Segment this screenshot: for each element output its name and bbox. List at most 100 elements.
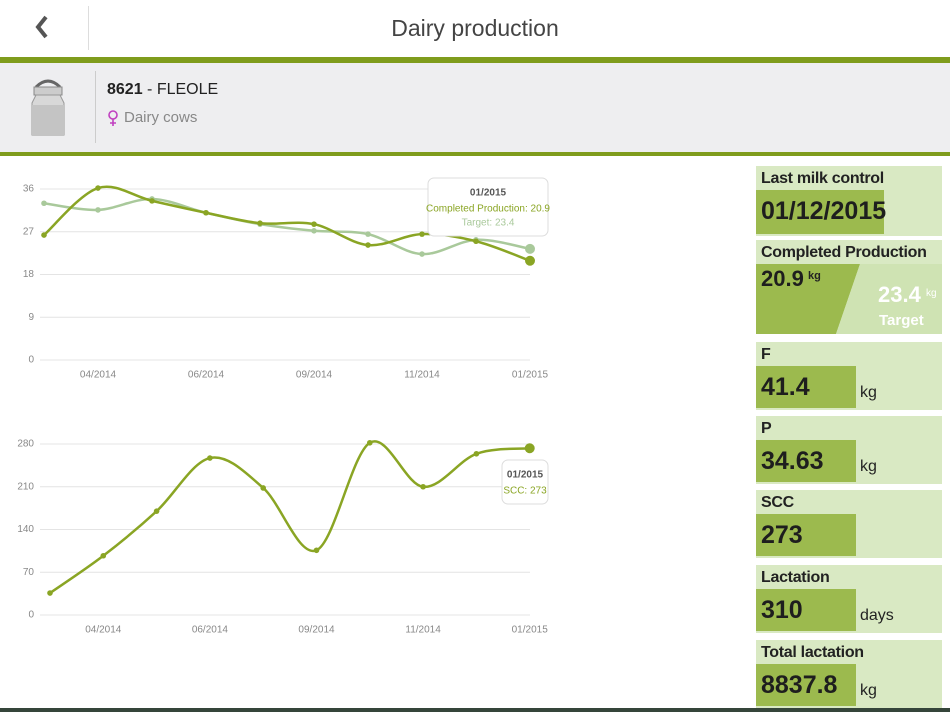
card-unit: kg: [860, 458, 877, 475]
target-unit: kg: [926, 288, 937, 299]
y-tick-label: 140: [17, 524, 34, 535]
y-tick-label: 210: [17, 481, 34, 492]
target-label: Target: [879, 312, 924, 329]
x-tick-label: 09/2014: [298, 625, 335, 636]
page-title: Dairy production: [391, 15, 559, 41]
card-value: 8837.8: [761, 671, 838, 699]
data-point: [365, 231, 371, 237]
data-point: [313, 547, 320, 554]
value-box: [756, 190, 884, 234]
value-box: [756, 589, 856, 631]
female-icon: [108, 110, 118, 126]
animal-title: 8621 - FLEOLE: [107, 81, 218, 99]
card-unit: days: [860, 607, 894, 624]
card-value: 273: [761, 521, 803, 549]
data-point: [311, 228, 317, 234]
data-point: [153, 508, 160, 514]
y-tick-label: 0: [28, 610, 34, 621]
x-tick-label: 04/2014: [80, 370, 117, 381]
x-tick-label: 11/2014: [405, 625, 441, 636]
data-point: [525, 243, 535, 254]
card-label: Last milk control: [761, 170, 884, 187]
stat-card: SCC 273: [756, 490, 942, 558]
target-value: 23.4: [878, 282, 921, 307]
x-tick-label: 09/2014: [296, 370, 333, 381]
value-box: [756, 366, 856, 408]
x-tick-label: 01/2015: [512, 625, 549, 636]
back-button[interactable]: [30, 14, 54, 40]
tooltip-title: 01/2015: [470, 188, 507, 199]
card-unit: kg: [860, 384, 877, 401]
split-bg: [756, 240, 942, 334]
data-point: [207, 455, 213, 461]
data-point: [149, 198, 155, 204]
card-unit: kg: [860, 682, 877, 699]
stat-card: Total lactation 8837.8 kg: [756, 640, 942, 708]
y-tick-label: 27: [23, 226, 35, 237]
label-band: [756, 240, 942, 264]
data-point: [419, 231, 425, 237]
x-tick-label: 01/2015: [512, 370, 549, 381]
x-tick-label: 06/2014: [192, 625, 229, 636]
y-tick-label: 18: [23, 269, 35, 280]
data-point: [260, 485, 267, 491]
tooltip-line: Completed Production: 20.9: [426, 204, 550, 215]
card-value: 41.4: [761, 373, 810, 401]
animal-name: - FLEOLE: [147, 81, 219, 98]
target-band: [836, 264, 942, 334]
data-point: [95, 185, 101, 191]
series-line: [49, 440, 530, 595]
card-value: 20.9: [761, 266, 804, 291]
y-tick-label: 70: [23, 567, 35, 578]
series-line: [43, 197, 531, 256]
stat-card: P 34.63 kg: [756, 416, 942, 484]
data-point: [525, 255, 535, 266]
x-tick-label: 04/2014: [85, 625, 122, 636]
data-point: [365, 242, 371, 248]
card-label: F: [761, 346, 771, 363]
data-point: [203, 209, 209, 216]
divider: [95, 71, 96, 143]
animal-header: 8621 - FLEOLE Dairy cows: [0, 63, 950, 152]
accent-line: [0, 152, 950, 156]
card-label: SCC: [761, 494, 794, 511]
charts: 0 9 18 27 36 04/2014 06/2014 09/2014 11/2014 01/2…: [17, 177, 550, 636]
tooltip-box: [427, 177, 549, 237]
milk-can-icon: [31, 79, 65, 136]
card-value: 34.63: [761, 447, 824, 475]
y-tick-label: 280: [17, 439, 34, 450]
data-point: [41, 200, 47, 207]
data-point: [524, 443, 535, 454]
data-point: [41, 232, 47, 238]
data-point: [95, 207, 101, 213]
divider: [88, 6, 89, 50]
tooltip-line: SCC: 273: [503, 486, 547, 497]
y-tick-label: 0: [28, 355, 34, 366]
stat-card: F 41.4 kg: [756, 342, 942, 410]
value-box: [756, 664, 856, 706]
tooltip-box: [501, 459, 549, 505]
card-label: Completed Production: [761, 244, 927, 261]
value-box: [756, 514, 856, 556]
value-box: [756, 440, 856, 482]
top-bar: Dairy production: [0, 0, 950, 56]
card-value: 01/12/2015: [761, 197, 887, 225]
card-value: 310: [761, 596, 803, 624]
accent-line: [0, 57, 950, 63]
y-tick-label: 36: [23, 184, 35, 195]
data-point: [311, 221, 317, 227]
animal-id: 8621: [107, 81, 143, 98]
data-point: [100, 552, 107, 559]
value-band: [756, 264, 860, 334]
card-unit: kg: [808, 270, 821, 282]
stat-card: Lactation 310 days: [756, 565, 942, 633]
data-point: [473, 238, 479, 245]
card-label: P: [761, 420, 772, 437]
animal-category: Dairy cows: [124, 109, 198, 126]
card-label: Total lactation: [761, 644, 864, 661]
data-point: [420, 483, 426, 490]
data-point: [419, 251, 425, 257]
data-point: [257, 220, 263, 226]
card-label: Lactation: [761, 569, 830, 586]
